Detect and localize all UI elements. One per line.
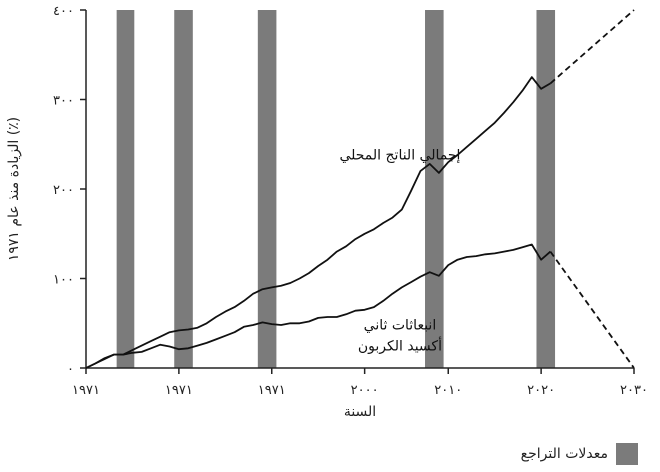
x-tick-label: ٢٠٣٠: [620, 383, 648, 398]
series-projection-1: [549, 9, 635, 85]
series-projection-2: [549, 251, 635, 369]
y-tick-label: ٤٠٠: [53, 4, 74, 19]
legend: معدلات التراجع: [521, 443, 638, 465]
legend-swatch-recession: [616, 443, 638, 465]
y-tick-label: ١٠٠: [53, 273, 74, 288]
series-label-2: أكسيد الكربون: [358, 337, 442, 355]
y-tick-label: ٠: [67, 362, 74, 377]
recession-bands: [116, 10, 556, 368]
y-tick-label: ٣٠٠: [53, 94, 74, 109]
x-tick-label: ١٩٧١: [72, 383, 100, 398]
recession-band-4: [425, 10, 444, 368]
series-line-2: [85, 243, 551, 369]
x-ticks: ١٩٧١ ١٩٧١ ١٩٧١ ٢٠٠٠ ٢٠١٠ ٢٠٢٠ ٢٠٣٠: [72, 368, 648, 398]
x-tick-label: ١٩٧١: [258, 383, 286, 398]
x-axis-title: السنة: [344, 404, 376, 420]
series-label-2: انبعاثات ثاني: [364, 318, 437, 334]
series-label-1: إجمالي الناتج المحلي: [339, 147, 460, 163]
x-tick-label: ٢٠٠٠: [351, 383, 379, 398]
series: إجمالي الناتج المحلي انبعاثات ثاني أكسيد ا…: [85, 9, 635, 369]
x-tick-label: ١٩٧١: [165, 383, 193, 398]
y-axis-title: الزيادة منذ عام ١٩٧١ (٪): [6, 117, 22, 261]
y-tick-label: ٢٠٠: [53, 183, 74, 198]
recession-band-3: [257, 10, 277, 368]
recession-band-1: [116, 10, 135, 368]
x-tick-label: ٢٠١٠: [434, 383, 462, 398]
recession-band-2: [174, 10, 193, 368]
legend-label-recession: معدلات التراجع: [520, 446, 608, 462]
x-tick-label: ٢٠٢٠: [527, 383, 555, 398]
series-line-1: [85, 76, 551, 369]
y-ticks: ٠ ١٠٠ ٢٠٠ ٣٠٠ ٤٠٠: [53, 4, 86, 377]
recession-band-5: [536, 10, 556, 368]
